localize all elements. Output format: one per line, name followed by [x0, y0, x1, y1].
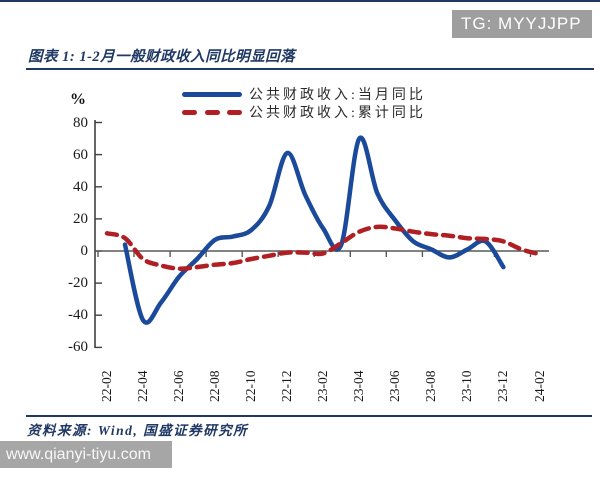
y-tick-label: 20: [73, 210, 88, 227]
legend-label-monthly-yoy: 公共财政收入:当月同比: [249, 88, 426, 103]
x-tick-label: 22-04: [135, 370, 150, 403]
y-tick-label: -40: [68, 307, 88, 324]
legend-item-monthly-yoy: 公共财政收入:当月同比: [182, 86, 426, 103]
legend-label-cumulative-yoy: 公共财政收入:累计同比: [249, 106, 426, 121]
y-tick-label: 80: [73, 114, 88, 131]
y-tick-label: 60: [73, 146, 88, 163]
x-tick-label: 22-06: [171, 370, 187, 403]
x-tick-label: 23-02: [315, 370, 331, 403]
x-tick-label: 23-12: [495, 370, 511, 403]
legend-swatch-solid-line: [182, 91, 242, 97]
top-border-rule: [0, 0, 600, 2]
title-divider-rule: [26, 68, 594, 70]
legend-swatch-dashed-line: [182, 109, 242, 115]
watermark-badge: TG: MYYJJPP: [452, 10, 592, 38]
x-tick-label: 24-02: [531, 370, 547, 403]
watermark-bar: www.qianyi-tiyu.com: [0, 441, 172, 468]
y-tick-label: -20: [68, 275, 88, 292]
x-tick-label: 22-02: [99, 370, 114, 403]
y-tick-label: 40: [73, 178, 88, 195]
y-axis-unit-label: %: [70, 91, 86, 108]
source-note: 资料来源: Wind, 国盛证券研究所: [27, 423, 249, 438]
x-tick-label: 22-12: [279, 370, 295, 403]
x-tick-label: 23-10: [459, 370, 475, 403]
x-tick-label: 23-08: [423, 370, 439, 403]
figure-title: 图表 1: 1-2月一般财政收入同比明显回落: [28, 49, 296, 65]
x-tick-label: 23-04: [351, 370, 367, 403]
y-tick-label: 0: [80, 243, 89, 259]
watermark-url-text: www.qianyi-tiyu.com: [6, 445, 151, 463]
x-tick-label: 23-06: [387, 370, 403, 403]
bottom-divider-rule: [26, 415, 592, 417]
y-tick-label: -60: [68, 339, 88, 356]
x-tick-label: 22-10: [243, 370, 259, 403]
x-tick-label: 22-08: [207, 370, 223, 403]
legend-item-cumulative-yoy: 公共财政收入:累计同比: [182, 104, 426, 121]
